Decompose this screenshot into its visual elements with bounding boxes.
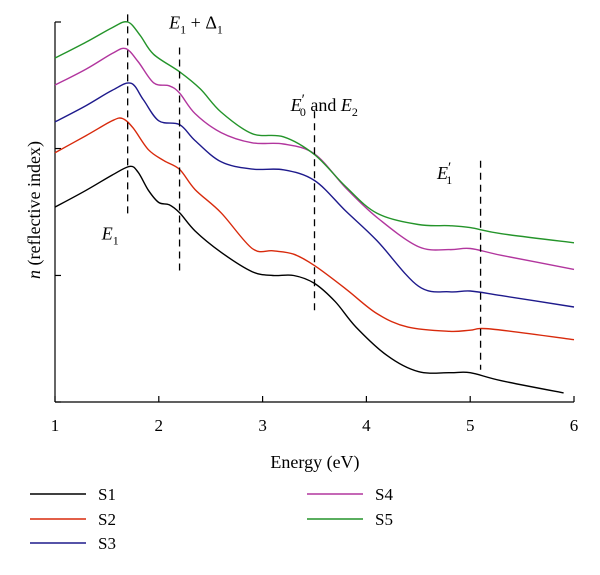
marker-lines [127, 14, 482, 370]
series-line-s1 [54, 165, 564, 394]
y-axis-label-rest: (reflective index) [24, 141, 45, 270]
legend-label: S2 [98, 510, 116, 529]
annotation-e0e2: E′ 0 and E2 [290, 92, 358, 119]
y-axis-label-symbol: n [24, 270, 44, 279]
legend-item-s2: S2 [30, 510, 116, 529]
legend: S1 S2 S3 S4 S5 [30, 485, 393, 553]
x-axis-label: Energy (eV) [270, 452, 359, 473]
annotation-e1: E1 [101, 223, 119, 247]
legend-item-s5: S5 [307, 510, 393, 529]
x-tick-label: 5 [466, 416, 475, 435]
axes: 1 2 3 4 5 6 [51, 21, 579, 435]
legend-label: S1 [98, 485, 116, 504]
legend-item-s3: S3 [30, 534, 116, 553]
annotations: E1 E1 + Δ1 E′ 0 and E2 E′ 1 [101, 12, 453, 247]
legend-label: S4 [375, 485, 393, 504]
series-line-s3 [54, 82, 575, 308]
series-line-s4 [54, 47, 575, 271]
legend-label: S5 [375, 510, 393, 529]
x-tick-label: 3 [258, 416, 267, 435]
x-tick-label: 4 [362, 416, 371, 435]
legend-label: S3 [98, 534, 116, 553]
y-axis-label: n (reflective index) [24, 141, 45, 279]
series-line-s2 [54, 117, 575, 341]
x-tick-label: 6 [570, 416, 579, 435]
series-line-s5 [54, 21, 575, 244]
x-tick-label: 1 [51, 416, 60, 435]
legend-item-s4: S4 [307, 485, 393, 504]
series-layer [54, 21, 575, 394]
annotation-e1p: E′ 1 [436, 160, 452, 187]
legend-item-s1: S1 [30, 485, 116, 504]
x-tick-label: 2 [155, 416, 164, 435]
annotation-e1d: E1 + Δ1 [168, 12, 223, 36]
